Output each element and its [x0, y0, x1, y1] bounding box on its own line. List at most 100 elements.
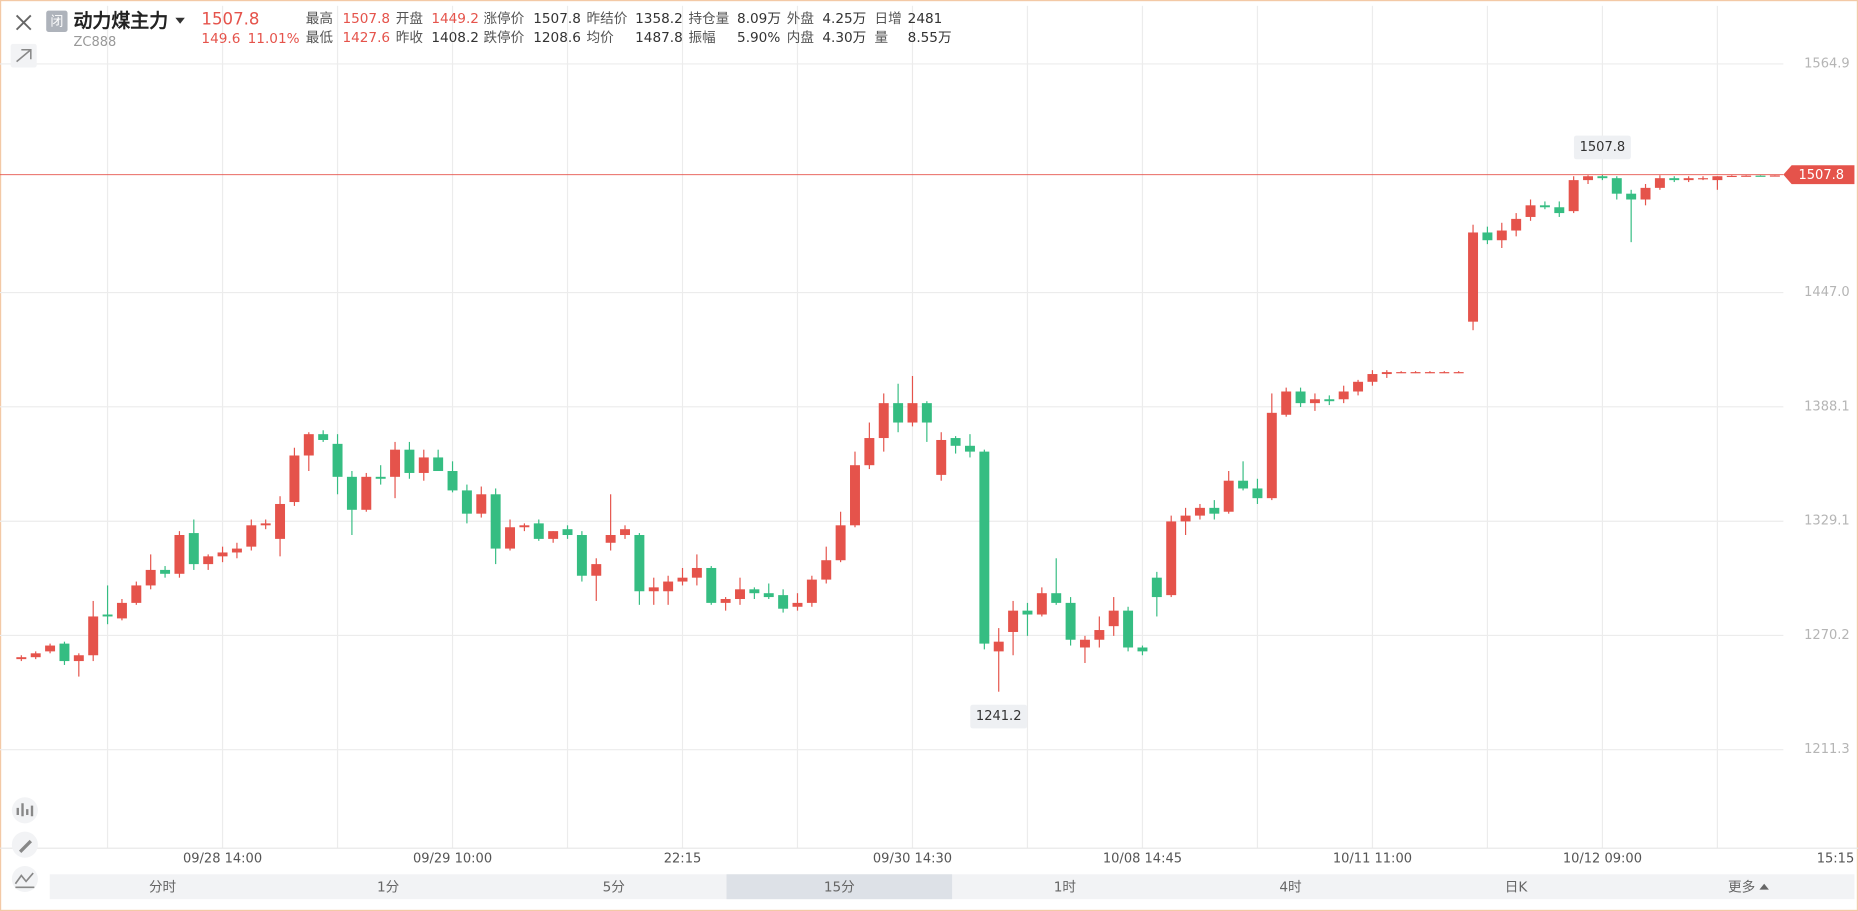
tab[interactable]: 4时	[1279, 879, 1302, 895]
stat-value: 8.55万	[908, 30, 952, 46]
candle-body	[1726, 175, 1737, 178]
candle-body	[835, 525, 846, 561]
candle-body	[1424, 372, 1435, 374]
candle-body	[720, 599, 731, 603]
candle-body	[1482, 232, 1493, 241]
tab[interactable]: 更多	[1728, 878, 1755, 895]
candle-body	[447, 471, 458, 491]
tab[interactable]: 日K	[1505, 879, 1529, 895]
candle-body	[1309, 399, 1320, 404]
candle-body	[1381, 372, 1392, 375]
candle-body	[850, 465, 860, 526]
candle-body	[1755, 175, 1766, 177]
candle-body	[404, 449, 415, 473]
stat-label: 涨停价	[483, 10, 524, 27]
candle-body	[433, 457, 444, 472]
x-tick-label: 10/12 09:00	[1563, 851, 1642, 866]
candle-body	[663, 581, 674, 592]
stat-label: 昨结价	[587, 11, 628, 27]
candle-body	[1626, 193, 1637, 200]
candle-body	[1539, 205, 1550, 208]
candle-body	[88, 616, 99, 656]
tab[interactable]: 15分	[824, 879, 855, 895]
candle-body	[260, 523, 271, 526]
candle-body	[1252, 488, 1263, 499]
draw-button[interactable]	[11, 831, 38, 858]
y-tick-label: 1388.1	[1804, 399, 1850, 414]
symbol-name[interactable]: 动力煤主力	[73, 9, 168, 32]
candle-body	[548, 531, 559, 539]
stat-value: 8.09万	[737, 11, 781, 27]
candle-body	[203, 556, 214, 565]
stat-label: 开盘	[396, 10, 423, 27]
stat-label: 跌停价	[483, 29, 524, 46]
tab[interactable]: 1时	[1054, 879, 1077, 895]
candle-body	[821, 560, 832, 580]
stat-value: 4.25万	[822, 11, 866, 27]
candle-body	[461, 490, 472, 514]
candle-body	[964, 445, 975, 452]
candle-body	[1525, 205, 1536, 217]
x-tick-label: 10/11 11:00	[1333, 851, 1412, 866]
stat-value: 1487.8	[635, 30, 683, 46]
stat-value: 1208.6	[533, 30, 581, 46]
x-tick-label: 09/30 14:30	[873, 851, 952, 866]
candle-body	[1568, 180, 1579, 212]
candle-body	[390, 449, 401, 477]
x-tick-label: 10/08 14:45	[1103, 851, 1182, 866]
stat-value: 1408.2	[431, 30, 479, 46]
candle-body	[1137, 647, 1148, 652]
candle-body	[1051, 593, 1062, 603]
tab[interactable]: 5分	[603, 879, 626, 895]
candle-body	[648, 587, 659, 592]
candle-body	[160, 569, 171, 574]
pin-button[interactable]	[10, 43, 37, 68]
candle-body	[332, 443, 343, 477]
candle-body	[131, 585, 142, 603]
candle-body	[993, 641, 1004, 652]
candle-body	[533, 523, 544, 539]
status: 闭	[50, 14, 63, 29]
candle-body	[1079, 639, 1090, 648]
candle-body	[490, 494, 501, 549]
x-end-label: 15:15	[1817, 851, 1855, 866]
candle-body	[936, 439, 947, 475]
candle-body	[735, 589, 745, 600]
price: 1507.8	[201, 10, 259, 29]
candle-body	[289, 455, 300, 503]
stat-value: 1358.2	[635, 11, 683, 27]
candle-body	[706, 567, 717, 603]
max-label-box	[1573, 135, 1631, 160]
candle-body	[562, 529, 573, 536]
stat-label: 外盘	[787, 10, 814, 27]
candle-body	[1511, 218, 1522, 231]
candle-body	[116, 602, 127, 619]
candle-body	[921, 403, 932, 423]
status-badge	[46, 10, 68, 32]
stat-value: 5.90%	[737, 30, 780, 46]
tab[interactable]: 分时	[149, 879, 177, 895]
last-price-label: 1507.8	[1798, 168, 1844, 183]
candle-body	[691, 567, 702, 578]
tab[interactable]: 1分	[377, 879, 400, 895]
indicator-button[interactable]	[11, 797, 38, 824]
candle-body	[1654, 178, 1665, 188]
change: 149.6	[201, 31, 240, 47]
candle-body	[1611, 178, 1622, 194]
close-button[interactable]	[10, 9, 37, 36]
candle-body	[864, 438, 875, 466]
stat-value: 1507.8	[342, 11, 390, 27]
y-tick-label: 1564.9	[1804, 56, 1850, 71]
candle-body	[246, 525, 257, 547]
stat-label: 均价	[587, 30, 615, 46]
candle-body	[1036, 593, 1047, 615]
dropdown-arrow[interactable]	[175, 17, 185, 24]
compare-button[interactable]	[11, 865, 38, 893]
candle-body	[375, 476, 386, 479]
candle-body	[476, 494, 487, 514]
candle-body	[361, 476, 372, 510]
candle-body	[45, 645, 56, 652]
change-pct: 11.01%	[248, 31, 300, 47]
